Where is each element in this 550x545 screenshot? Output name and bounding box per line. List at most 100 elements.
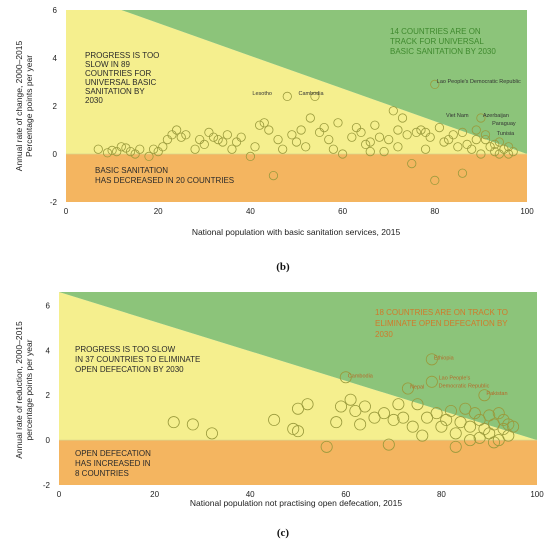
- chart-b-data-point: [480, 135, 491, 145]
- chart-c-data-point: [301, 398, 314, 411]
- chart-b-x-axis-label: National population with basic sanitatio…: [192, 227, 401, 237]
- chart-c-country-annotation: Lao People's: [439, 376, 471, 382]
- chart-b-yellow-label-1: PROGRESS IS TOO: [85, 51, 159, 60]
- chart-c-x-tick-label: 60: [341, 490, 350, 499]
- chart-c-orange-region: [59, 440, 537, 485]
- chart-c-annotations: Cambodia Nepal Ethiopia Lao People'sDemocra…: [348, 355, 508, 397]
- chart-b-y-tick-label: -2: [50, 198, 58, 207]
- chart-b-data-point: [480, 130, 491, 140]
- chart-c-data-point: [330, 416, 343, 429]
- chart-b-data-point: [121, 143, 131, 153]
- chart-c-data-point: [435, 420, 448, 433]
- chart-b-data-point: [158, 142, 168, 152]
- chart-c-data-point: [497, 413, 510, 426]
- chart-b-data-point: [402, 130, 412, 140]
- chart-b-x-tick-label: 80: [430, 207, 439, 216]
- chart-c-data-point: [449, 427, 462, 440]
- chart-c-data-point: [492, 407, 505, 420]
- chart-b-x-tick-label: 100: [520, 207, 534, 216]
- chart-b-data-point: [116, 142, 126, 152]
- chart-b-data-point: [494, 137, 504, 147]
- chart-c-orange-label-1: OPEN DEFECATION: [75, 449, 151, 458]
- chart-b-markers: [93, 79, 518, 185]
- chart-c-y-tick-label: -2: [43, 481, 51, 490]
- chart-c-y-axis-label-1: Annual rate of reduction, 2000–2015: [14, 321, 24, 459]
- chart-b-data-point: [199, 139, 209, 149]
- chart-b-data-point: [430, 79, 440, 90]
- chart-b-data-point: [384, 135, 394, 145]
- chart-c-yellow-label-2: IN 37 COUNTRIES TO ELIMINATE: [75, 355, 200, 364]
- chart-b-data-point: [190, 144, 200, 154]
- chart-b-data-point: [407, 159, 417, 169]
- chart-b-data-point: [273, 135, 283, 145]
- chart-c-data-point: [411, 398, 424, 411]
- chart-b-data-point: [245, 151, 255, 161]
- chart-b-orange-region: [66, 154, 527, 202]
- chart-b-data-point: [259, 118, 269, 128]
- chart-b-data-point: [351, 123, 362, 133]
- chart-c-data-point: [335, 400, 348, 413]
- chart-c-data-point: [320, 440, 333, 453]
- chart-b-data-point: [305, 113, 315, 123]
- chart-b-data-point: [213, 135, 223, 145]
- chart-c-data-point: [382, 438, 395, 451]
- chart-b-data-point: [236, 132, 246, 142]
- chart-c-country-annotation: Cambodia: [348, 373, 374, 379]
- chart-b-data-point: [333, 118, 343, 128]
- chart-b-data-point: [499, 144, 509, 154]
- chart-b-data-point: [476, 149, 486, 159]
- chart-b-data-point: [148, 144, 159, 154]
- chart-b-data-point: [420, 144, 431, 154]
- chart-c-y-tick-label: 4: [46, 346, 51, 355]
- chart-b-data-point: [411, 127, 421, 137]
- chart-b-data-point: [485, 142, 495, 152]
- chart-b-data-point: [227, 144, 237, 154]
- chart-b-data-point: [467, 144, 477, 154]
- chart-c-data-point: [205, 427, 218, 440]
- chart-b-data-point: [287, 130, 297, 140]
- chart-c-data-point: [416, 429, 429, 442]
- chart-b-data-point: [278, 144, 288, 154]
- chart-b-annotations: Lesotho Cambodia Lao People's Democratic R…: [252, 79, 521, 137]
- chart-b-green-label-2: TRACK FOR UNIVERSAL: [390, 37, 484, 46]
- chart-b-data-point: [291, 137, 302, 147]
- chart-b-data-point: [337, 149, 348, 159]
- chart-c-data-point: [378, 407, 391, 420]
- chart-b-data-point: [462, 139, 472, 149]
- chart-c-x-tick-label: 20: [150, 490, 159, 499]
- chart-c-y-axis-ticks: -2 0 2 4 6: [43, 301, 51, 490]
- chart-b-y-axis-label-2: Percentage points per year: [24, 55, 34, 157]
- chart-b-data-point: [471, 125, 481, 135]
- chart-c-data-point: [186, 418, 199, 431]
- chart-b-data-point: [314, 127, 325, 137]
- chart-c-data-point: [468, 407, 481, 420]
- chart-b-data-point: [494, 149, 504, 159]
- chart-c-country-annotation: Ethiopia: [434, 355, 455, 361]
- chart-b-data-point: [508, 147, 518, 157]
- chart-b-x-tick-label: 0: [64, 207, 69, 216]
- chart-b-data-point: [361, 139, 371, 149]
- chart-b-data-point: [365, 137, 375, 147]
- chart-b-data-point: [222, 130, 232, 140]
- chart-c-data-point: [401, 382, 414, 395]
- chart-c-data-point: [487, 436, 500, 449]
- chart-b-green-label-3: BASIC SANITATION BY 2030: [390, 47, 496, 56]
- chart-c-data-point: [339, 371, 352, 384]
- chart-c-data-point: [430, 407, 443, 420]
- chart-c-data-point: [444, 404, 457, 417]
- chart-b-data-point: [448, 130, 458, 140]
- chart-b-yellow-region: [66, 10, 527, 154]
- chart-b-data-point: [388, 106, 398, 116]
- chart-b-y-tick-label: 6: [53, 6, 58, 15]
- chart-c-data-point: [291, 425, 304, 438]
- chart-b-y-tick-label: 0: [53, 150, 58, 159]
- chart-b-green-region: [121, 10, 527, 154]
- chart-b-data-point: [416, 125, 426, 135]
- chart-c-y-axis-label-2: percentage points per year: [24, 339, 34, 440]
- chart-b-country-annotation: Azerbaijan: [483, 113, 509, 119]
- chart-c-orange-label-3: 8 COUNTRIES: [75, 469, 129, 478]
- chart-b-data-point: [397, 113, 408, 123]
- chart-c: PROGRESS IS TOO SLOW IN 37 COUNTRIES TO …: [14, 292, 544, 539]
- chart-c-data-point: [449, 440, 462, 453]
